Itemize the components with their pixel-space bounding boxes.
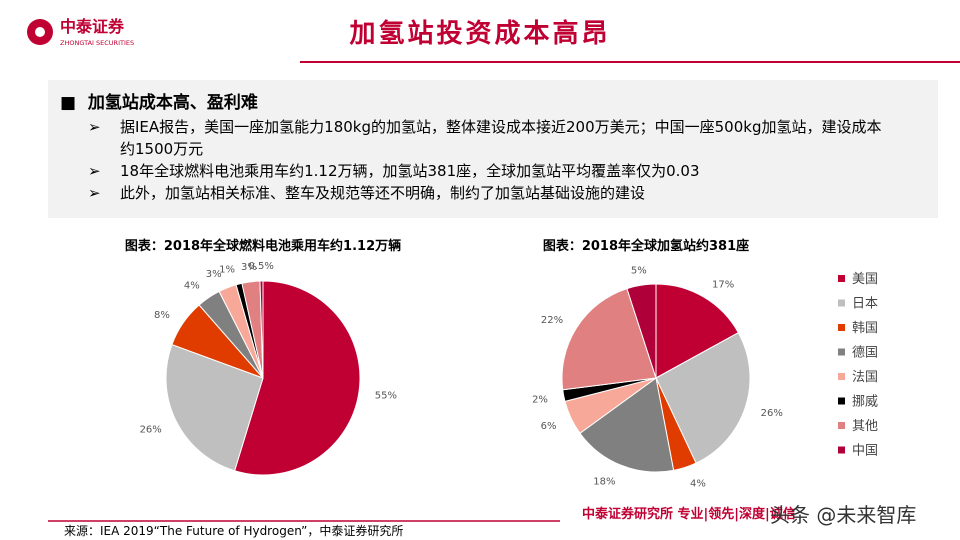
watermark: 头条 @未来智库 bbox=[770, 503, 916, 527]
value-label: 0.5% bbox=[249, 261, 274, 272]
summary-heading: ■ 加氢站成本高、盈利难 bbox=[60, 93, 258, 113]
legend-swatch bbox=[838, 348, 845, 356]
legend-swatch bbox=[838, 299, 845, 307]
pie-slice bbox=[561, 287, 657, 391]
value-label: 26% bbox=[140, 424, 162, 435]
pie-slice bbox=[626, 283, 657, 379]
legend-label: 美国 bbox=[852, 272, 878, 287]
value-label: 8% bbox=[154, 310, 170, 321]
bullet: 此外，加氢站相关标准、整车及规范等还不明确，制约了加氢站基础设施的建设 bbox=[88, 182, 888, 204]
summary-box: ■ 加氢站成本高、盈利难 据IEA报告，美国一座加氢能力180kg的加氢站，整体… bbox=[48, 80, 938, 218]
value-label: 3% bbox=[241, 262, 257, 273]
pie-slice bbox=[655, 283, 740, 379]
source: 来源：IEA 2019“The Future of Hydrogen”，中泰证券… bbox=[64, 523, 403, 538]
legend-label: 韩国 bbox=[852, 321, 878, 336]
value-label: 5% bbox=[631, 265, 647, 276]
value-label: 4% bbox=[184, 280, 200, 291]
logo-hole bbox=[35, 27, 45, 37]
brand: 中泰证券研究所 专业|领先|深度|诚信 bbox=[582, 506, 796, 522]
bullet: 18年全球燃料电池乘用车约1.12万辆，加氢站381座，全球加氢站平均覆盖率仅为… bbox=[88, 160, 888, 182]
logo-name: 中泰证券 bbox=[60, 17, 125, 36]
legend-swatch bbox=[838, 373, 845, 380]
legend-label: 德国 bbox=[852, 346, 878, 361]
slide-title: 加氢站投资成本高昂 bbox=[349, 18, 610, 49]
pie-slice bbox=[233, 280, 361, 476]
value-label: 6% bbox=[541, 421, 557, 432]
bullets: 据IEA报告，美国一座加氢能力180kg的加氢站，整体建设成本接近200万美元；… bbox=[88, 116, 888, 204]
pie-slice bbox=[259, 280, 264, 379]
legend-swatch bbox=[838, 397, 845, 405]
legend-label: 其他 bbox=[852, 419, 878, 434]
bullet: 据IEA报告，美国一座加氢能力180kg的加氢站，整体建设成本接近200万美元；… bbox=[88, 116, 888, 160]
value-label: 55% bbox=[375, 391, 397, 402]
heading-text: 加氢站成本高、盈利难 bbox=[87, 93, 258, 113]
legend-swatch bbox=[838, 324, 845, 331]
value-label: 4% bbox=[690, 479, 706, 490]
logo-sub: ZHONGTAI SECURITIES bbox=[60, 39, 134, 47]
legend-swatch bbox=[838, 446, 845, 454]
chart-title: 图表：2018年全球加氢站约381座 bbox=[543, 238, 749, 254]
legend-label: 中国 bbox=[852, 444, 878, 459]
legend-swatch bbox=[838, 422, 845, 429]
pie-slice bbox=[579, 377, 675, 473]
value-label: 18% bbox=[593, 476, 615, 487]
value-label: 17% bbox=[712, 279, 734, 290]
value-label: 2% bbox=[532, 395, 548, 406]
legend-label: 法国 bbox=[852, 370, 878, 385]
value-label: 22% bbox=[541, 315, 563, 326]
pie-slice bbox=[165, 343, 264, 472]
value-label: 1% bbox=[219, 265, 235, 276]
legend-label: 日本 bbox=[852, 297, 878, 312]
value-label: 26% bbox=[761, 408, 783, 419]
legend-swatch bbox=[838, 275, 845, 282]
value-label: 3% bbox=[206, 269, 222, 280]
chart-title: 图表：2018年全球燃料电池乘用车约1.12万辆 bbox=[125, 238, 401, 254]
legend-label: 挪威 bbox=[852, 395, 878, 410]
pie-slice bbox=[655, 332, 751, 464]
